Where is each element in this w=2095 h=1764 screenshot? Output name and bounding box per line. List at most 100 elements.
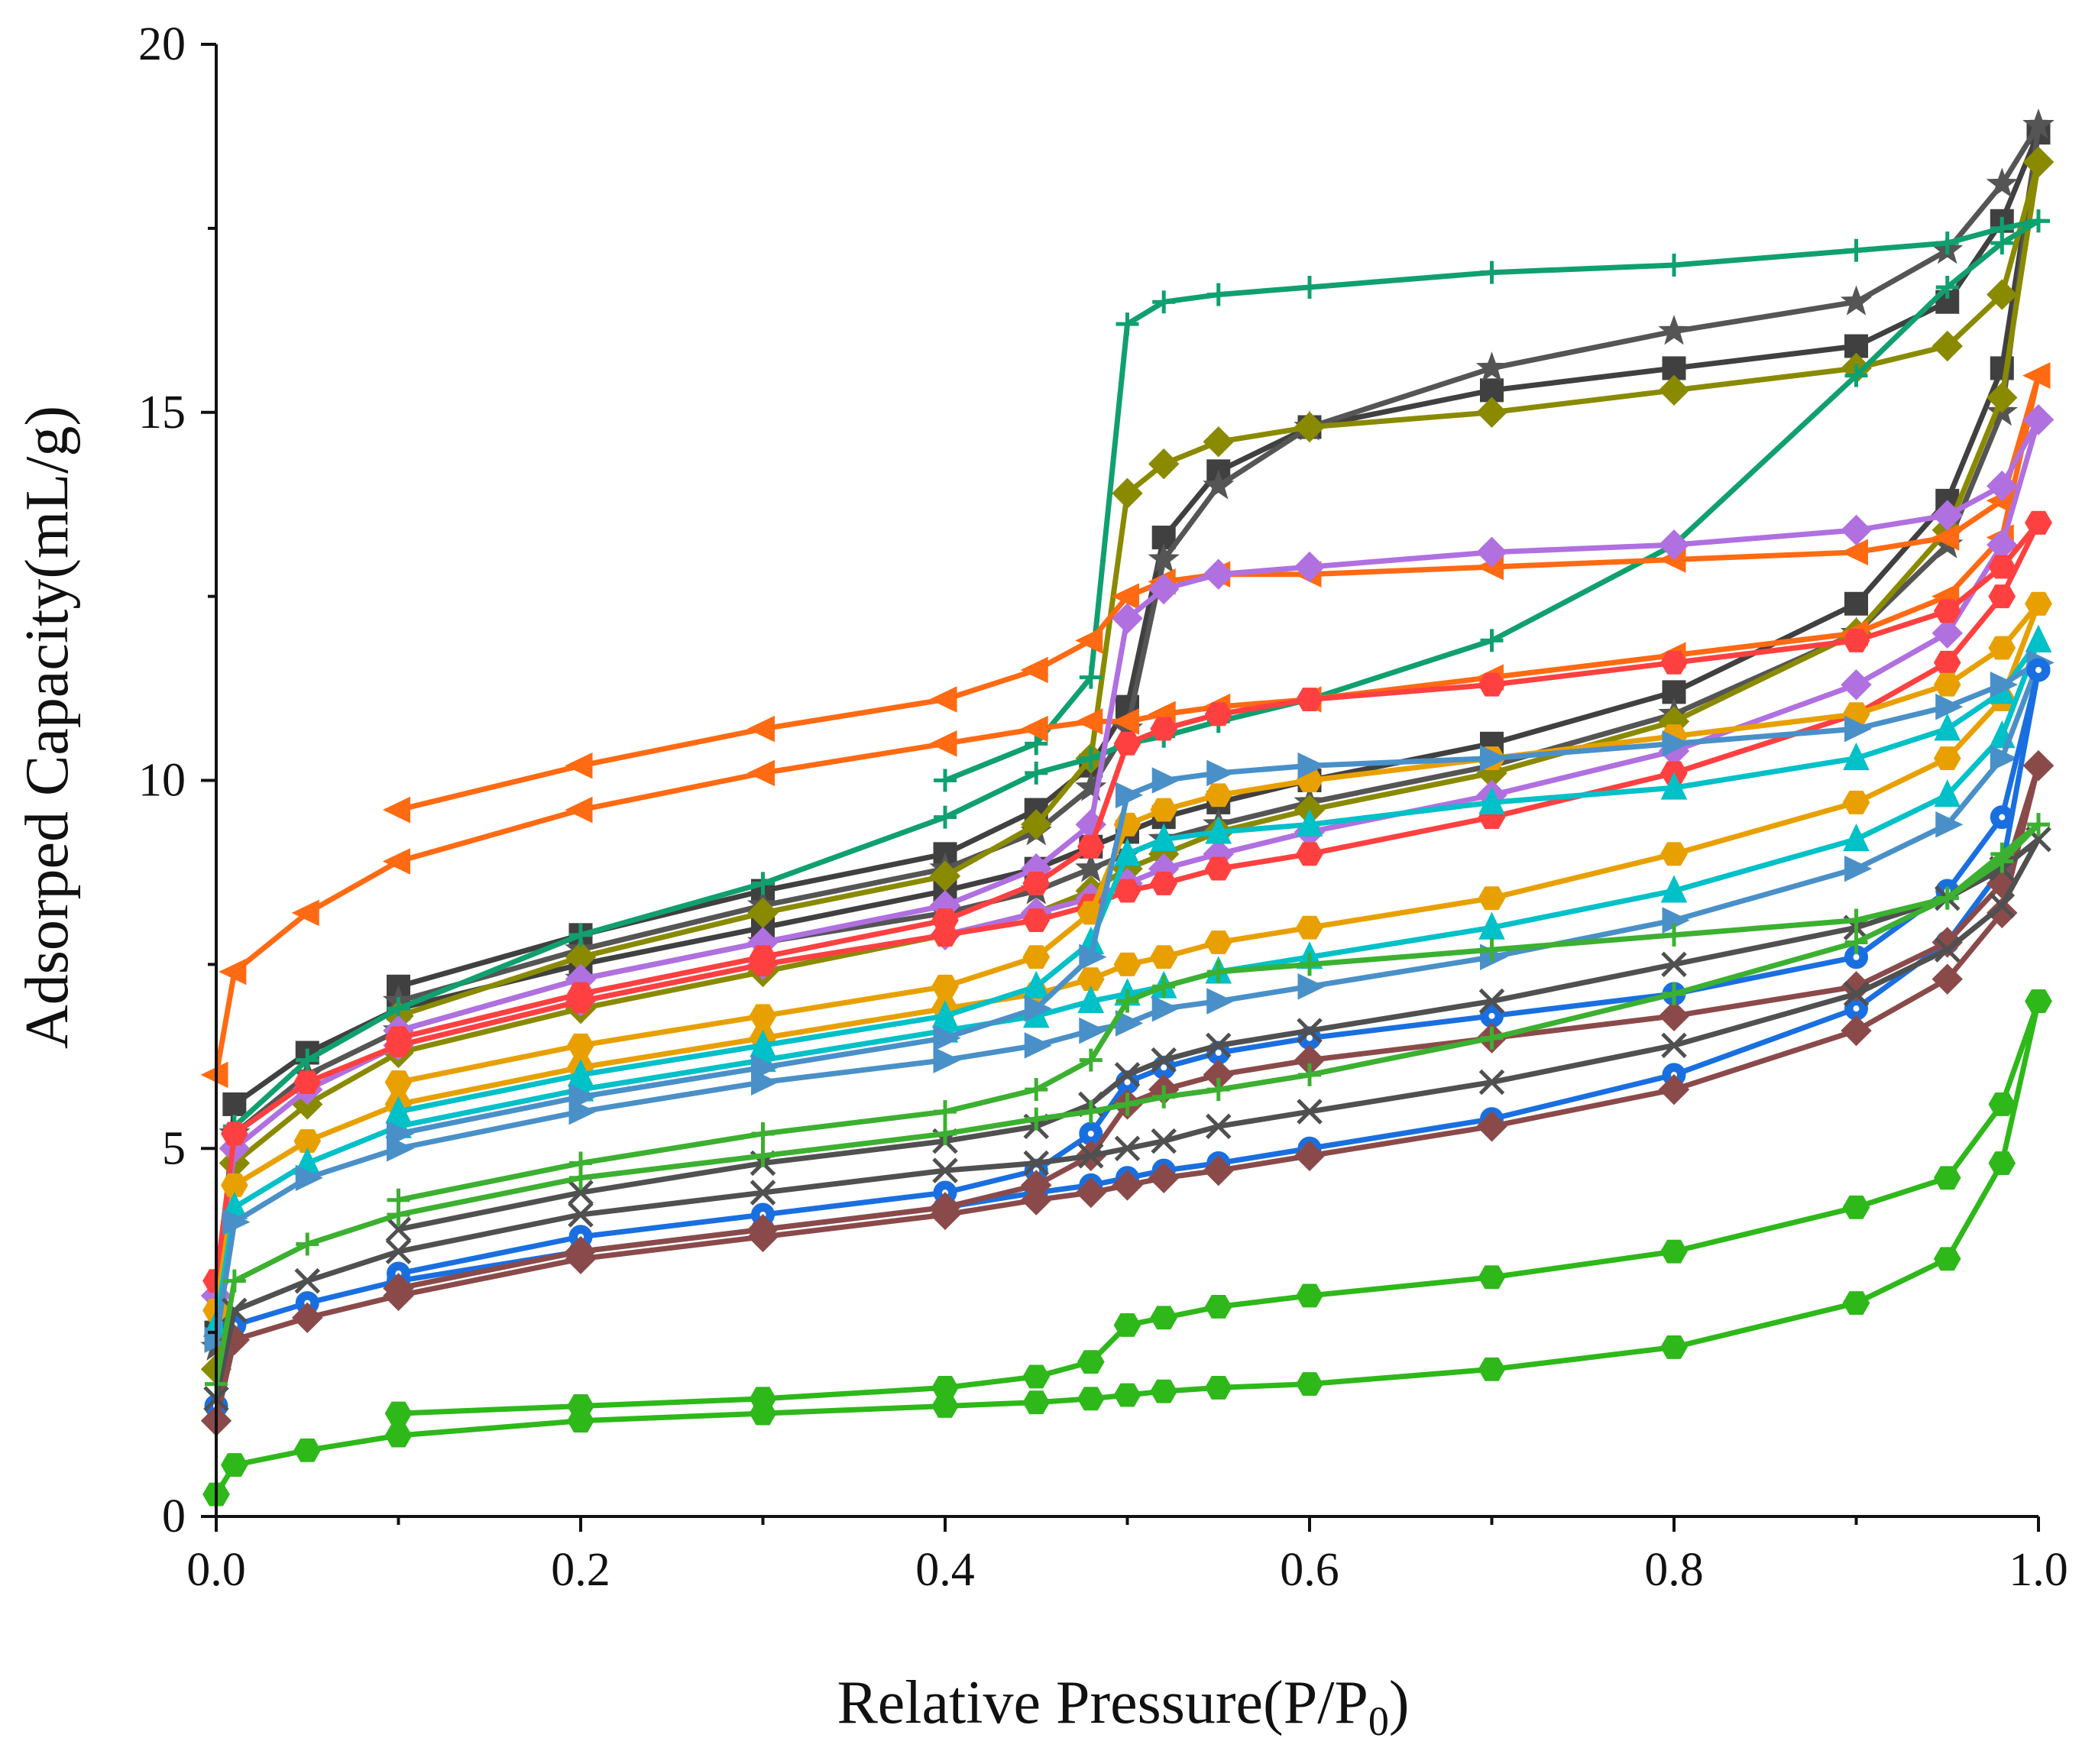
data-point bbox=[1205, 1113, 1232, 1140]
data-point bbox=[1113, 1313, 1141, 1337]
y-tick-label: 20 bbox=[138, 18, 186, 70]
data-point-highlight bbox=[1853, 953, 1860, 960]
data-point bbox=[934, 769, 957, 792]
data-point bbox=[1206, 988, 1235, 1015]
data-point bbox=[1079, 665, 1103, 689]
data-point bbox=[1663, 254, 1685, 277]
data-point bbox=[1931, 500, 1963, 531]
data-point bbox=[1152, 1085, 1176, 1109]
data-point bbox=[1986, 167, 2018, 198]
data-point bbox=[1079, 746, 1103, 770]
data-point bbox=[1294, 411, 1326, 443]
data-point bbox=[933, 1024, 961, 1052]
data-point bbox=[1077, 1387, 1105, 1411]
data-point bbox=[1150, 717, 1178, 741]
data-point bbox=[1150, 1379, 1178, 1403]
series-line bbox=[396, 667, 2042, 1277]
data-point bbox=[1022, 871, 1051, 895]
data-point bbox=[1478, 988, 1505, 1015]
data-point bbox=[1022, 908, 1051, 933]
data-point bbox=[219, 958, 247, 986]
data-point bbox=[1935, 231, 1959, 255]
data-point bbox=[1658, 315, 1690, 345]
data-point bbox=[1024, 1032, 1052, 1059]
data-point bbox=[933, 1047, 961, 1073]
data-point bbox=[929, 1192, 961, 1223]
data-point bbox=[929, 730, 957, 757]
data-point bbox=[1079, 1100, 1103, 1124]
series bbox=[934, 209, 2050, 792]
data-point bbox=[1296, 842, 1323, 866]
series-line bbox=[396, 373, 2042, 813]
data-point bbox=[746, 715, 775, 743]
data-point bbox=[1204, 1294, 1232, 1319]
data-point bbox=[568, 1180, 594, 1206]
data-point bbox=[294, 1267, 321, 1294]
data-point bbox=[2022, 362, 2051, 389]
data-point bbox=[222, 1209, 251, 1235]
data-point bbox=[1298, 275, 1321, 299]
data-point bbox=[221, 1122, 248, 1146]
data-point bbox=[1935, 693, 1964, 720]
data-point bbox=[1079, 1048, 1103, 1072]
data-point bbox=[1204, 702, 1232, 727]
data-point bbox=[2025, 510, 2052, 535]
data-point bbox=[1478, 786, 1505, 814]
data-point bbox=[1934, 937, 1961, 963]
data-point bbox=[1024, 995, 1052, 1022]
series bbox=[385, 826, 2051, 1242]
data-point bbox=[934, 1122, 957, 1145]
data-point bbox=[2025, 989, 2052, 1013]
x-axis-title-main: Relative Pressure(P/P bbox=[837, 1669, 1368, 1736]
data-point bbox=[2022, 108, 2055, 139]
data-point bbox=[1298, 1063, 1321, 1086]
data-point bbox=[1480, 745, 1508, 772]
data-point bbox=[751, 1144, 775, 1167]
data-point bbox=[1113, 1383, 1141, 1407]
data-point bbox=[296, 1232, 319, 1256]
data-point-highlight bbox=[1124, 1079, 1131, 1086]
data-point bbox=[1079, 1017, 1107, 1044]
data-point bbox=[1990, 745, 2018, 772]
data-point bbox=[1480, 938, 1504, 962]
data-point bbox=[1843, 823, 1870, 852]
data-point bbox=[1480, 629, 1504, 652]
data-point bbox=[383, 1273, 414, 1304]
data-point bbox=[1933, 746, 1961, 771]
series bbox=[384, 989, 2052, 1426]
data-point bbox=[2022, 750, 2055, 782]
data-point bbox=[292, 1302, 323, 1334]
y-tick-label: 5 bbox=[162, 1122, 186, 1174]
data-point bbox=[567, 1059, 594, 1087]
data-point bbox=[1931, 524, 1960, 551]
y-axis-title: Adsorped Capacity(mL/g) bbox=[14, 406, 81, 1049]
data-point bbox=[1842, 1291, 1870, 1316]
data-point bbox=[1203, 1154, 1234, 1186]
data-point bbox=[1478, 1069, 1505, 1096]
data-point bbox=[929, 686, 957, 713]
data-point bbox=[1112, 477, 1143, 509]
data-point bbox=[1990, 850, 2014, 873]
data-point bbox=[1935, 275, 1959, 299]
y-tick-label: 0 bbox=[162, 1490, 186, 1542]
data-point bbox=[1151, 767, 1180, 794]
data-point bbox=[1204, 856, 1232, 881]
data-point bbox=[1990, 216, 2014, 240]
data-point bbox=[1022, 970, 1050, 999]
data-point bbox=[384, 1070, 413, 1094]
x-tick-label: 0.4 bbox=[915, 1544, 975, 1596]
data-point bbox=[1661, 951, 1687, 978]
data-point bbox=[1296, 688, 1323, 711]
data-point bbox=[1075, 708, 1103, 735]
data-point bbox=[222, 1092, 247, 1116]
data-point bbox=[1022, 1390, 1051, 1415]
data-point bbox=[2025, 591, 2052, 616]
data-point bbox=[1075, 1177, 1107, 1209]
data-point bbox=[1842, 628, 1870, 652]
data-point bbox=[1480, 1026, 1504, 1050]
data-point bbox=[2027, 813, 2050, 837]
data-point bbox=[1204, 783, 1232, 808]
data-point bbox=[1844, 908, 1868, 932]
data-point bbox=[1079, 943, 1107, 971]
